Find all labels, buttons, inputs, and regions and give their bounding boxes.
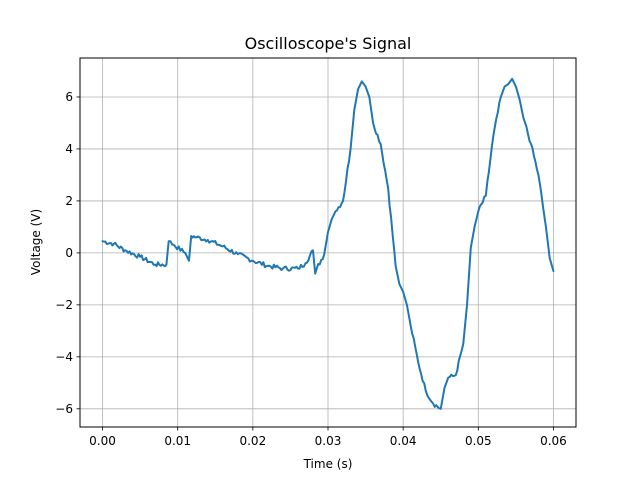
y-tick-label: −6	[55, 402, 73, 416]
x-tick-label: 0.01	[164, 434, 191, 448]
y-tick-label: 6	[65, 90, 73, 104]
y-axis-label: Voltage (V)	[29, 209, 43, 275]
x-tick-label: 0.06	[540, 434, 567, 448]
plot-frame	[79, 57, 577, 428]
x-tick-label: 0.02	[239, 434, 266, 448]
y-tick-label: 4	[65, 142, 73, 156]
x-axis-label: Time (s)	[303, 457, 353, 471]
y-tick-label: −2	[55, 298, 73, 312]
y-tick-label: −4	[55, 350, 73, 364]
x-tick-label: 0.03	[315, 434, 342, 448]
axis-ticks: 0.00 0.01 0.02 0.03 0.04 0.05 0.06 −6 −4 −2 0 2 4 6	[55, 90, 567, 448]
x-tick-label: 0.04	[390, 434, 417, 448]
grid-lines	[80, 58, 576, 427]
plot-data	[101, 77, 555, 410]
y-tick-label: 2	[65, 194, 73, 208]
chart-title: Oscilloscope's Signal	[245, 34, 412, 53]
x-tick-label: 0.05	[465, 434, 492, 448]
x-tick-label: 0.00	[89, 434, 116, 448]
signal-series-line	[101, 77, 555, 410]
y-tick-label: 0	[65, 246, 73, 260]
